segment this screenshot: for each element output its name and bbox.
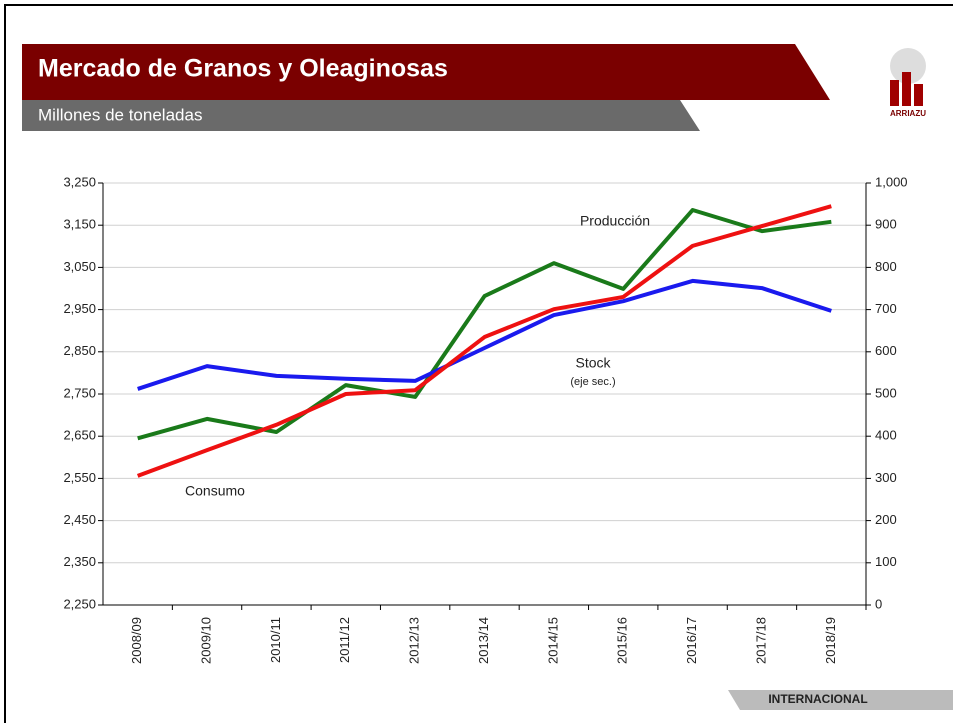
x-tick-label: 2012/13 — [407, 617, 422, 664]
y2-tick-label: 300 — [875, 470, 897, 485]
footer-banner — [728, 690, 953, 710]
x-tick-label: 2008/09 — [129, 617, 144, 664]
logo-bar — [914, 84, 923, 106]
y-tick-label: 3,050 — [63, 259, 96, 274]
slide-border — [4, 4, 953, 728]
logo-globe — [890, 48, 926, 84]
x-tick-label: 2018/19 — [823, 617, 838, 664]
y2-tick-label: 100 — [875, 554, 897, 569]
y2-tick-label: 700 — [875, 301, 897, 316]
y2-tick-label: 800 — [875, 259, 897, 274]
x-tick-label: 2017/18 — [753, 617, 768, 664]
annotation: (eje sec.) — [570, 376, 615, 388]
series-line — [137, 208, 832, 441]
y-tick-label: 2,250 — [63, 596, 96, 611]
y-tick-label: 2,850 — [63, 343, 96, 358]
y-tick-label: 2,550 — [63, 470, 96, 485]
x-tick-label: 2014/15 — [545, 617, 560, 664]
subtitle-banner — [22, 100, 700, 131]
series-label: Stock — [575, 355, 611, 371]
x-tick-label: 2016/17 — [684, 617, 699, 664]
y-tick-label: 2,350 — [63, 554, 96, 569]
y-tick-label: 3,150 — [63, 217, 96, 232]
x-tick-label: 2015/16 — [615, 617, 630, 664]
logo-bar — [890, 80, 899, 106]
footer: INTERNACIONAL — [768, 692, 867, 706]
subtitle: Millones de toneladas — [38, 105, 202, 124]
series-label: Producción — [580, 213, 650, 229]
x-tick-label: 2013/14 — [476, 617, 491, 664]
y2-tick-label: 400 — [875, 428, 897, 443]
x-tick-label: 2009/10 — [198, 617, 213, 664]
y2-tick-label: 900 — [875, 217, 897, 232]
logo-bar — [902, 72, 911, 106]
title-banner — [22, 44, 830, 100]
y2-tick-label: 500 — [875, 385, 897, 400]
y2-tick-label: 600 — [875, 343, 897, 358]
y-tick-label: 2,750 — [63, 385, 96, 400]
x-tick-label: 2010/11 — [268, 617, 283, 663]
y-tick-label: 2,450 — [63, 512, 96, 527]
y2-tick-label: 1,000 — [875, 174, 908, 189]
title: Mercado de Granos y Oleaginosas — [38, 55, 448, 83]
series-label: Consumo — [185, 483, 245, 499]
series-line — [137, 278, 832, 391]
y-tick-label: 2,650 — [63, 428, 96, 443]
x-tick-label: 2011/12 — [337, 617, 352, 663]
y2-tick-label: 200 — [875, 512, 897, 527]
logo-text: ARRIAZU — [890, 109, 926, 118]
y-tick-label: 2,950 — [63, 301, 96, 316]
y2-tick-label: 0 — [875, 596, 882, 611]
series-line — [136, 204, 832, 478]
y-tick-label: 3,250 — [63, 174, 96, 189]
